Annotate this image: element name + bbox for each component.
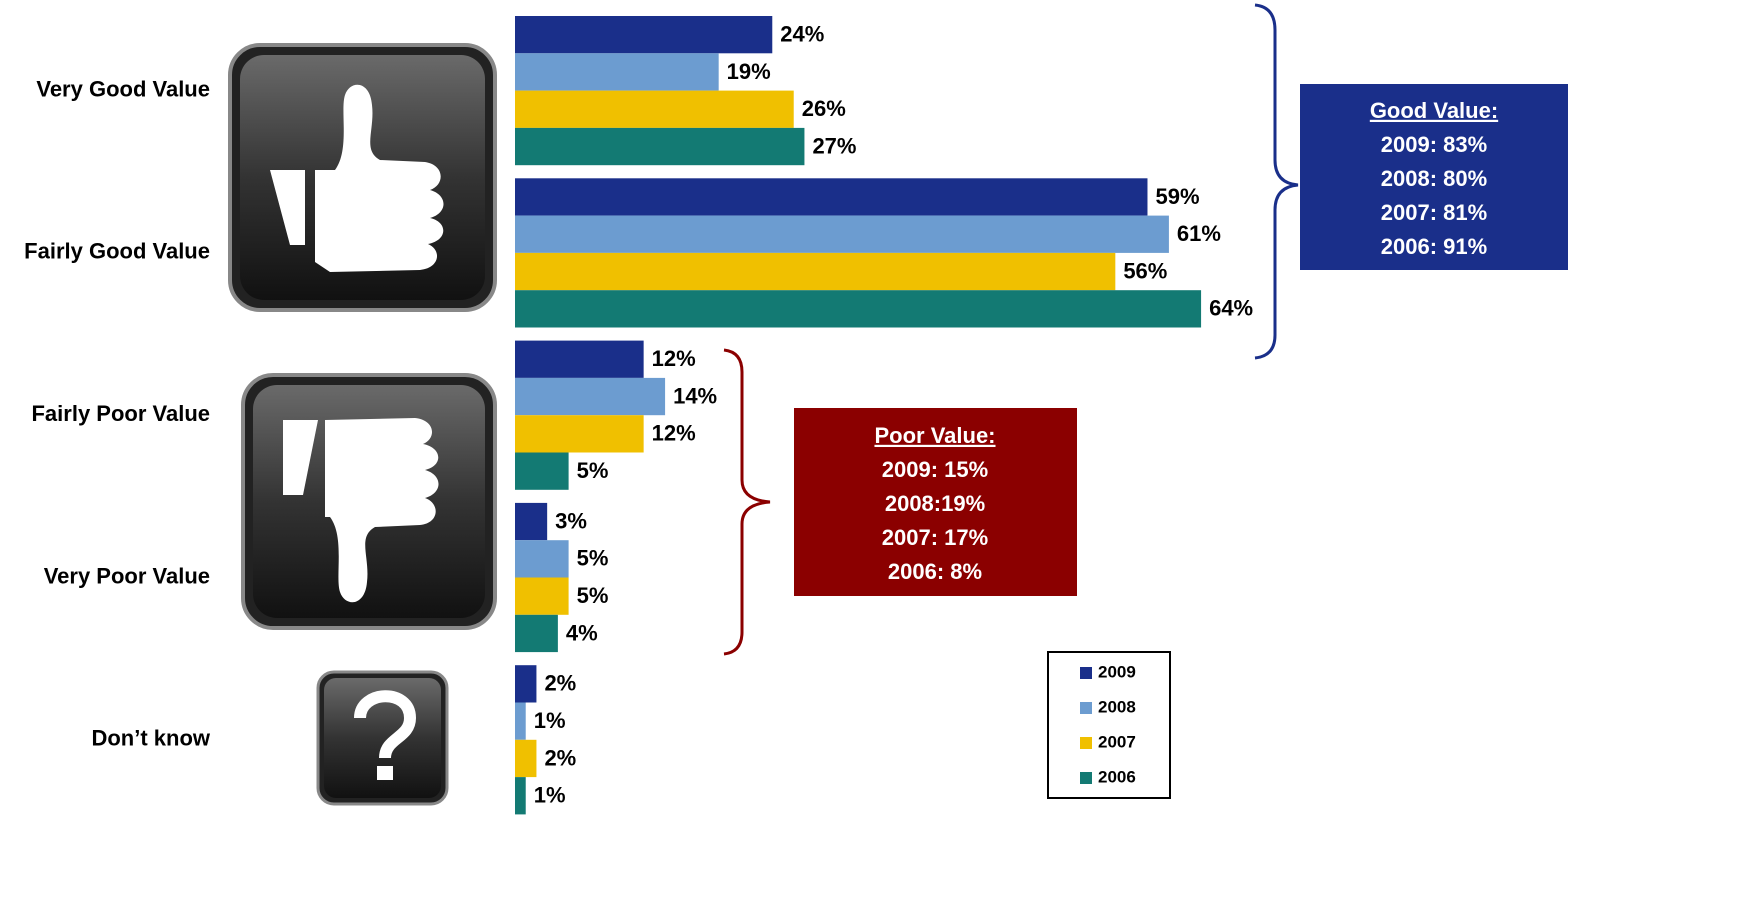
value-label: 19% [727,59,771,84]
bar [515,777,526,815]
good-box [1300,84,1568,270]
thumbs-up-icon [228,43,497,312]
bar [515,290,1202,328]
value-label: 26% [802,96,846,121]
bar [515,739,537,778]
legend-box [1047,651,1171,799]
bar [515,702,526,740]
legend-swatch [1080,737,1092,749]
category-label: Very Good Value [36,76,210,101]
value-label: 64% [1209,296,1253,321]
bar [515,540,569,578]
value-label: 4% [566,620,598,645]
value-label: 3% [555,508,587,533]
category-label: Very Poor Value [44,563,210,588]
legend-swatch [1080,702,1092,714]
legend-swatch [1080,667,1092,679]
poor-annotation: 2009: 15% [882,457,988,482]
value-label: 12% [652,346,696,371]
bar [515,665,537,703]
bar [515,614,558,653]
value-label: 24% [780,21,824,46]
bar [515,377,666,416]
value-label: 61% [1177,221,1221,246]
value-label: 56% [1123,258,1167,283]
category-label: Fairly Good Value [24,239,210,264]
bar [515,252,1116,291]
poor-brace [723,348,771,656]
value-label: 12% [652,421,696,446]
bar [515,178,1148,216]
legend-label: 2007 [1098,732,1136,751]
good-annotation: 2006: 91% [1381,234,1487,259]
poor-box [794,408,1077,596]
poor-annotation: 2006: 8% [888,559,982,584]
thumbs-down-icon [241,373,497,630]
good-annotation: 2009: 83% [1381,132,1487,157]
value-label: 5% [577,583,609,608]
legend-label: 2006 [1098,767,1136,786]
legend-swatch [1080,772,1092,784]
poor-annotation: 2007: 17% [882,525,988,550]
bar [515,16,773,54]
value-label: 27% [812,133,856,158]
value-label: 1% [534,783,566,808]
bar [515,215,1169,253]
category-label: Don’t know [91,726,210,751]
value-label: 5% [577,458,609,483]
bar [515,577,569,615]
value-label: 2% [544,745,576,770]
good-brace [1254,3,1299,360]
poor-annotation: 2008:19% [885,491,985,516]
value-label: 59% [1155,184,1199,209]
value-label: 2% [544,671,576,696]
good-annotation: 2007: 81% [1381,200,1487,225]
bar [515,90,794,128]
bar [515,502,548,541]
bar [515,452,569,490]
good-annotation: 2008: 80% [1381,166,1487,191]
question-icon [316,670,449,806]
value-label: 5% [577,546,609,571]
category-label: Fairly Poor Value [31,401,210,426]
bar [515,415,644,453]
bar [515,53,719,91]
bar [515,340,644,378]
legend-label: 2009 [1098,662,1136,681]
value-label: 14% [673,383,717,408]
poor-annotation: Poor Value: [874,423,995,448]
value-label: 1% [534,708,566,733]
legend-label: 2008 [1098,697,1136,716]
good-annotation: Good Value: [1370,98,1498,123]
bar [515,127,805,166]
